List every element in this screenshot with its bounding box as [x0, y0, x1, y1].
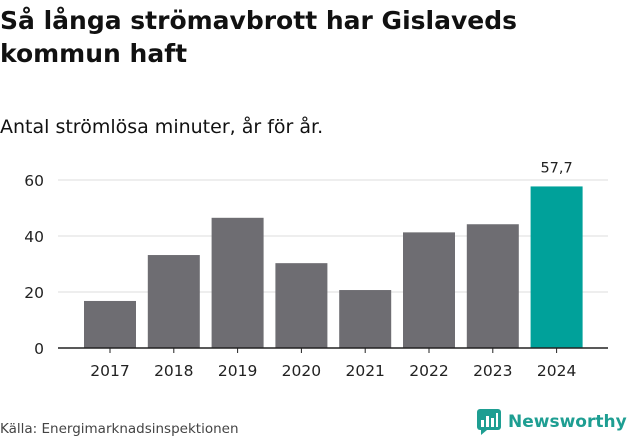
chart-subtitle: Antal strömlösa minuter, år för år.: [0, 116, 324, 138]
x-tick-label: 2021: [345, 362, 384, 380]
y-tick-label: 60: [24, 172, 44, 190]
bar: [147, 255, 200, 348]
x-tick-label: 2022: [409, 362, 448, 380]
x-tick-label: 2018: [154, 362, 193, 380]
newsworthy-logo-text: Newsworthy: [508, 412, 627, 432]
bar: [466, 224, 519, 348]
bar-chart: 0 20 40 60 2017 2018 2019 2020 2021 2022 2023 2024 5…: [24, 160, 608, 380]
x-tick-label: 2024: [537, 362, 576, 380]
y-tick-label: 0: [34, 340, 44, 358]
newsworthy-logo: Newsworthy: [476, 408, 627, 436]
source-note: Källa: Energimarknadsinspektionen: [0, 421, 239, 437]
bar: [275, 263, 328, 348]
bar: [403, 232, 455, 348]
bar: [84, 300, 136, 348]
chart-title: Så långa strömavbrott har Gislaveds komm…: [0, 6, 517, 68]
y-tick-label: 40: [24, 228, 44, 246]
bar: [339, 290, 392, 348]
bar: [211, 217, 264, 348]
data-label: 57,7: [540, 160, 572, 176]
x-tick-label: 2023: [473, 362, 512, 380]
y-tick-label: 20: [24, 284, 44, 302]
x-tick-label: 2019: [218, 362, 257, 380]
x-tick-label: 2017: [90, 362, 129, 380]
bar: [530, 186, 583, 348]
newsworthy-logo-icon: [477, 409, 501, 435]
x-tick-label: 2020: [282, 362, 321, 380]
